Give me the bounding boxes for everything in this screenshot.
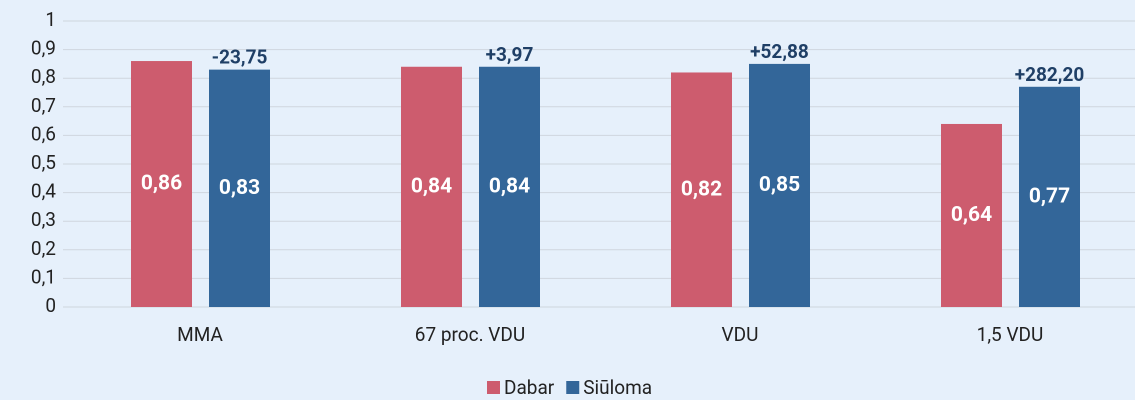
y-tick-label: 0	[45, 294, 56, 317]
annotation: +282,20	[1015, 63, 1085, 86]
legend-label: Siūloma	[583, 376, 652, 399]
y-tick-label: 0,1	[31, 265, 56, 288]
legend-label: Dabar	[504, 376, 555, 399]
bar	[671, 72, 732, 307]
y-tick-label: 0,3	[31, 208, 56, 231]
value-label: 0,82	[681, 177, 722, 201]
y-tick-label: 0,2	[31, 237, 56, 260]
bar	[941, 123, 1002, 308]
bar	[209, 69, 270, 308]
value-label: 0,83	[219, 176, 260, 200]
x-tick-label: MMA	[177, 323, 223, 346]
bar	[479, 66, 540, 307]
y-tick-label: 0,4	[31, 180, 56, 203]
y-tick-label: 0,6	[31, 122, 56, 145]
value-label: 0,86	[141, 172, 182, 196]
y-tick-label: 0,9	[31, 37, 56, 60]
y-tick-label: 1	[45, 8, 56, 31]
value-label: 0,64	[951, 203, 992, 227]
value-label: 0,84	[411, 174, 452, 198]
y-tick-label: 0,5	[31, 151, 56, 174]
bar	[749, 63, 810, 308]
y-tick-label: 0,7	[31, 94, 56, 117]
x-tick-label: VDU	[722, 323, 759, 346]
x-tick-label: 67 proc. VDU	[415, 323, 525, 346]
bar	[401, 66, 462, 307]
annotation: -23,75	[212, 46, 268, 69]
y-tick-label: 0,8	[31, 65, 56, 88]
bar	[131, 61, 192, 307]
legend-swatch	[566, 381, 580, 394]
legend-swatch	[487, 381, 500, 394]
x-tick-label: 1,5 VDU	[977, 323, 1044, 346]
annotation: +52,88	[750, 40, 809, 63]
value-label: 0,85	[759, 173, 800, 197]
annotation: +3,97	[486, 43, 534, 66]
value-label: 0,84	[489, 174, 530, 198]
value-label: 0,77	[1029, 184, 1070, 208]
bar	[1019, 86, 1080, 307]
